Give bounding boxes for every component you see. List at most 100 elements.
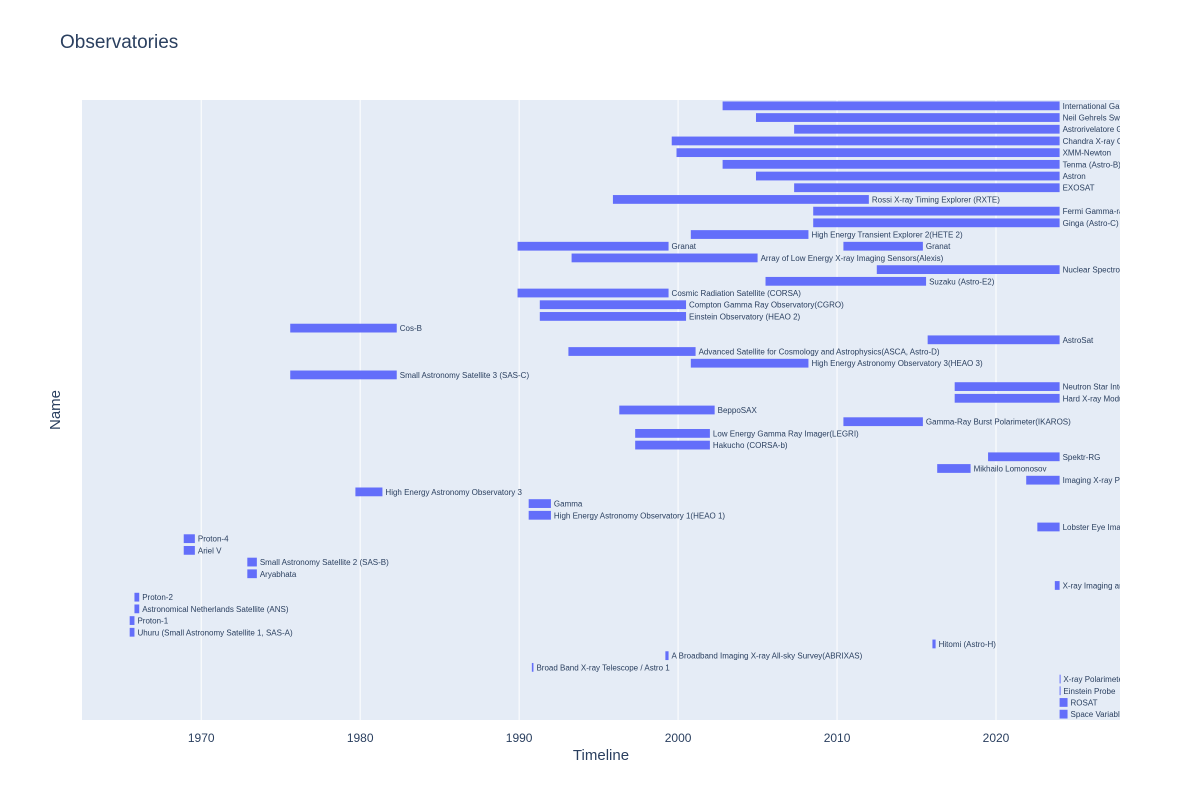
bar[interactable] [539, 300, 687, 310]
bar-label: Broad Band X-ray Telescope / Astro 1 [536, 663, 670, 672]
bar-label: Gamma [554, 500, 583, 509]
bar-label: Neil Gehrels Swift Observatory [1063, 114, 1172, 123]
bar[interactable] [954, 382, 1060, 391]
bar[interactable] [690, 230, 809, 239]
x-tick-label: 1970 [188, 731, 215, 745]
bar[interactable] [676, 148, 1060, 158]
bar-label: Uhuru (Small Astronomy Satellite 1, SAS-… [137, 628, 293, 637]
bar[interactable] [954, 393, 1060, 403]
x-tick-label: 1980 [347, 731, 374, 745]
plot-background [82, 100, 1120, 720]
bar-label: Array of Low Energy X-ray Imaging Sensor… [761, 254, 944, 263]
bar[interactable] [843, 241, 923, 251]
bar-label: Imaging X-ray Polarimetry Explorer [1063, 476, 1188, 485]
bar[interactable] [528, 499, 551, 508]
bar[interactable] [612, 195, 869, 204]
bar-label: Gamma-Ray Burst Polarimeter(IKAROS) [926, 418, 1071, 427]
bar[interactable] [671, 136, 1060, 146]
bar[interactable] [290, 370, 397, 380]
bar[interactable] [927, 335, 1060, 345]
bar[interactable] [665, 651, 669, 661]
bar[interactable] [134, 604, 140, 614]
bars-group: International Gamma-Ray Astrophysics Lab… [129, 101, 1200, 719]
bar[interactable] [1059, 686, 1061, 696]
bar-label: Suzaku (Astro-E2) [929, 277, 995, 286]
bar[interactable] [932, 639, 936, 649]
bar[interactable] [813, 206, 1060, 216]
x-tick-label: 2000 [665, 731, 692, 745]
bar-label: Astrorivelatore Gamma ad Immagini Legger… [1063, 125, 1200, 134]
bar[interactable] [290, 323, 397, 333]
bar[interactable] [134, 592, 140, 602]
bar-label: EXOSAT [1063, 184, 1095, 193]
bar-label: Spektr-RG [1063, 453, 1101, 462]
bar[interactable] [528, 510, 551, 520]
bar-label: Neutron Star Interior Composition Explor… [1063, 383, 1200, 392]
bar-label: Chandra X-ray Observatory [1063, 137, 1161, 146]
bar-label: Ginga (Astro-C) [1063, 219, 1119, 228]
bar-label: Granat [672, 242, 697, 251]
bar[interactable] [794, 124, 1060, 134]
bar-label: ROSAT [1071, 698, 1098, 707]
bar[interactable] [635, 440, 710, 450]
bar[interactable] [568, 347, 696, 356]
bar-label: Small Astronomy Satellite 2 (SAS-B) [260, 558, 389, 567]
bar[interactable] [129, 616, 135, 625]
bar[interactable] [843, 417, 923, 427]
bar-label: Small Astronomy Satellite 3 (SAS-C) [400, 371, 530, 380]
bar[interactable] [988, 452, 1060, 462]
bar-label: Hitomi (Astro-H) [939, 640, 997, 649]
bar-label: Tenma (Astro-B) [1063, 160, 1122, 169]
bar[interactable] [571, 253, 758, 263]
bar[interactable] [635, 429, 710, 438]
bar-label: Mikhailo Lomonosov [974, 464, 1047, 473]
bar[interactable] [1059, 674, 1061, 684]
bar-label: High Energy Astronomy Observatory 3 [385, 488, 522, 497]
x-tick-label: 2020 [983, 731, 1010, 745]
bar-label: International Gamma-Ray Astrophysics Lab… [1063, 102, 1200, 111]
bar[interactable] [1026, 475, 1060, 485]
bar[interactable] [755, 171, 1060, 181]
bar-label: Proton-2 [142, 593, 173, 602]
bar[interactable] [794, 183, 1060, 193]
bar-label: High Energy Astronomy Observatory 3(HEAO… [811, 359, 983, 368]
bar-label: X-ray Imaging and Spectroscopy Mission [1063, 581, 1200, 590]
bar-label: Nuclear Spectroscopic Telescope Array [1063, 266, 1200, 275]
bar[interactable] [876, 265, 1060, 275]
bar[interactable] [937, 464, 971, 473]
bar[interactable] [1054, 581, 1060, 590]
y-axis-title: Name [47, 390, 64, 430]
bar[interactable] [183, 545, 195, 555]
bar[interactable] [1037, 522, 1060, 532]
bar[interactable] [355, 487, 383, 497]
bar-label: Rossi X-ray Timing Explorer (RXTE) [872, 195, 1000, 204]
bar[interactable] [722, 101, 1060, 111]
bar[interactable] [619, 405, 715, 415]
bar[interactable] [1059, 698, 1068, 707]
bar[interactable] [517, 288, 669, 298]
bar[interactable] [539, 312, 687, 321]
bar[interactable] [183, 534, 195, 544]
bar-label: Einstein Probe [1063, 687, 1116, 696]
bar[interactable] [813, 218, 1060, 228]
bar[interactable] [722, 159, 1060, 169]
x-tick-label: 2010 [824, 731, 851, 745]
bar-label: AstroSat [1063, 336, 1094, 345]
bar-label: Hard X-ray Modulation Telescope [1063, 394, 1182, 403]
bar[interactable] [1059, 709, 1068, 719]
bar-label: Ariel V [198, 546, 222, 555]
bar[interactable] [517, 241, 669, 251]
bar-label: A Broadband Imaging X-ray All-sky Survey… [672, 652, 863, 661]
bar[interactable] [765, 276, 927, 286]
bar-label: Compton Gamma Ray Observatory(CGRO) [689, 301, 844, 310]
bar[interactable] [690, 358, 809, 368]
bar[interactable] [129, 627, 135, 637]
bar[interactable] [755, 113, 1060, 122]
bar[interactable] [247, 557, 257, 567]
bar-label: High Energy Transient Explorer 2(HETE 2) [811, 231, 963, 240]
bar-label: Fermi Gamma-ray Space Telescope [1063, 207, 1191, 216]
bar-label: Aryabhata [260, 570, 297, 579]
bar[interactable] [531, 662, 534, 672]
bar[interactable] [247, 569, 257, 579]
